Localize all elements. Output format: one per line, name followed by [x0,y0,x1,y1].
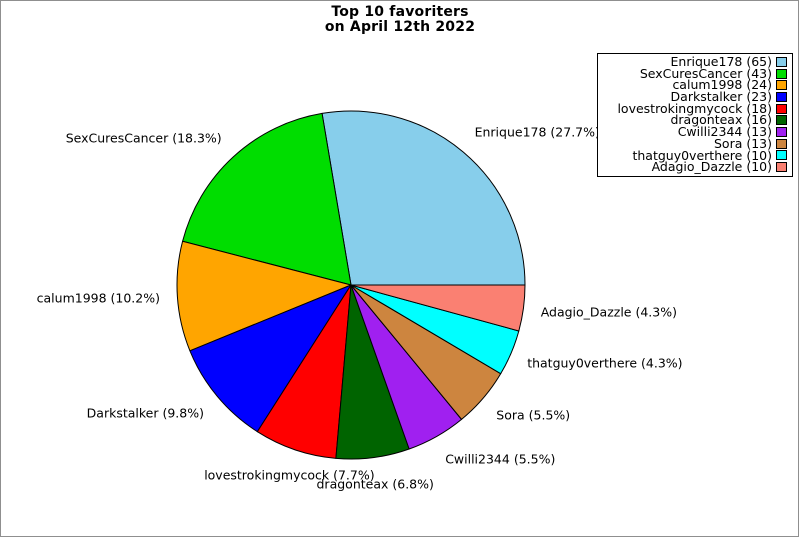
pie-slice-Adagio_Dazzle [350,284,526,332]
pie-slice-label-Enrique178: Enrique178 (27.7%) [474,124,600,140]
legend-item: Sora (13) [598,135,792,151]
legend-item: Enrique178 (65) [598,54,792,69]
legend-color-swatch [776,91,787,102]
pie-slice-Darkstalker [189,284,352,433]
legend-item-label: Darkstalker (23) [670,89,772,105]
pie-slice-label-thatguy0verthere: thatguy0verthere (4.3%) [527,355,683,371]
legend-item-label: Enrique178 (65) [670,54,772,69]
pie-slice-label-lovestrokingmycock: lovestrokingmycock (7.7%) [204,467,375,482]
pie-slice-label-Sora: Sora (5.5%) [496,407,571,423]
pie-slice-label-calum1998: calum1998 (10.2%) [36,290,160,306]
legend-color-swatch [776,103,787,114]
pie-slice-label-SexCuresCancer: SexCuresCancer (18.3%) [65,130,222,145]
legend-item-label: Sora (13) [713,135,772,151]
pie-slice-Enrique178 [321,110,526,286]
legend-color-swatch [776,56,787,67]
legend-item: lovestrokingmycock (18) [598,100,792,116]
pie-slice-calum1998 [176,240,352,352]
pie-slice-label-Adagio_Dazzle: Adagio_Dazzle (4.3%) [540,304,677,320]
chart-title: Top 10 favoriters on April 12th 2022 [0,5,800,35]
legend-item: SexCuresCancer (43) [598,65,792,81]
legend-item-label: thatguy0verthere (10) [632,147,772,163]
pie-slice-label-Darkstalker: Darkstalker (9.8%) [86,405,204,421]
pie-slice-label-Cwilli2344: Cwilli2344 (5.5%) [445,451,556,467]
legend-item-label: SexCuresCancer (43) [639,65,772,81]
legend-color-swatch [776,68,787,79]
chart-title-line2: on April 12th 2022 [324,19,476,35]
legend-item: Adagio_Dazzle (10) [598,161,792,173]
legend-item: thatguy0verthere (10) [598,147,792,163]
legend-color-swatch [776,126,787,137]
legend-item: dragonteax (16) [598,114,792,126]
legend-item-label: lovestrokingmycock (18) [617,100,772,116]
legend: Enrique178 (65) SexCuresCancer (43) calum1… [597,53,793,177]
pie-slice-SexCuresCancer [182,112,352,286]
legend-color-swatch [776,162,787,173]
legend-color-swatch [776,80,787,91]
legend-item-label: Cwilli2344 (13) [677,124,772,140]
legend-item-label: calum1998 (24) [672,77,772,93]
legend-item-label: Adagio_Dazzle (10) [651,159,772,175]
legend-item-label: dragonteax (16) [670,112,772,128]
legend-item: calum1998 (24) [598,79,792,91]
legend-item: Darkstalker (23) [598,89,792,105]
chart-title-line1: Top 10 favoriters [331,4,469,20]
legend-color-swatch [776,150,787,161]
legend-color-swatch [776,115,787,126]
legend-item: Cwilli2344 (13) [598,126,792,138]
pie-slice-label-dragonteax: dragonteax (6.8%) [316,476,434,491]
legend-color-swatch [776,138,787,149]
